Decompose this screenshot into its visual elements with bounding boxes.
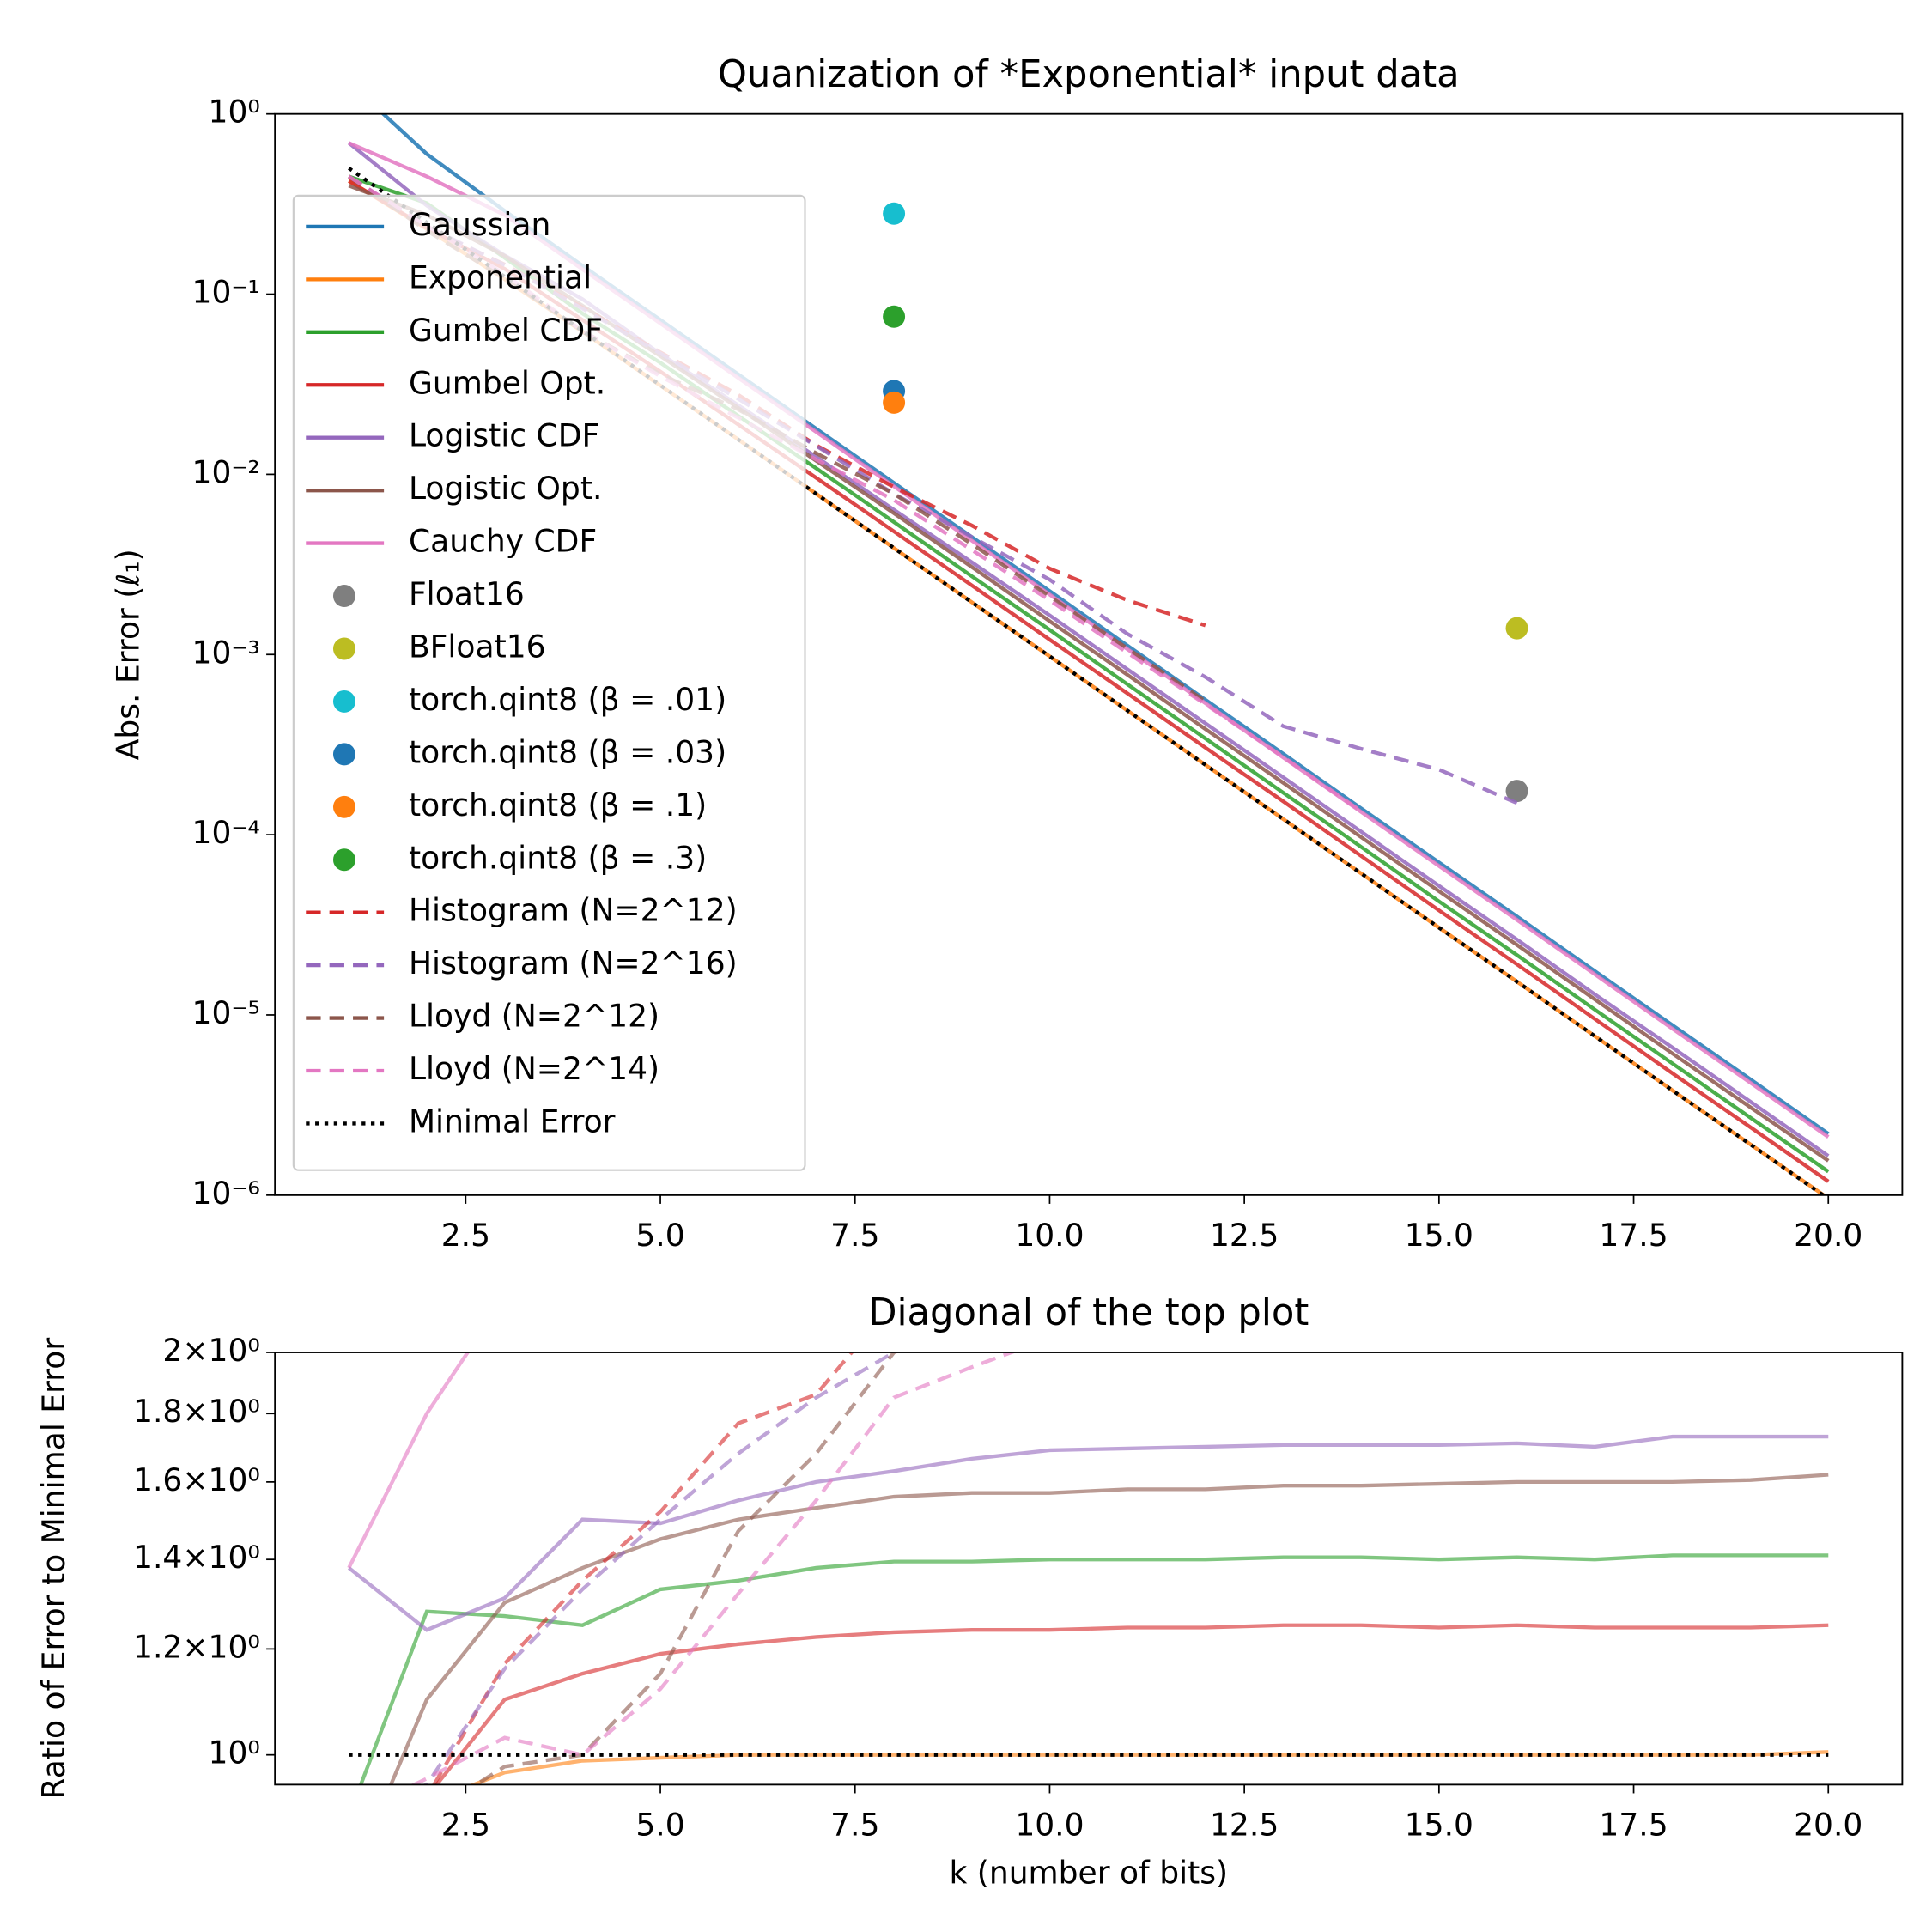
y-tick-label: 1.2×10⁰ — [133, 1629, 260, 1665]
x-tick-label: 10.0 — [1015, 1807, 1084, 1843]
y-tick-label: 10⁻³ — [192, 635, 260, 671]
legend-label: Gumbel CDF — [409, 313, 603, 349]
legend-label: Float16 — [409, 576, 525, 612]
y-tick-label: 1.4×10⁰ — [133, 1540, 260, 1576]
legend-label: Minimal Error — [409, 1103, 616, 1139]
legend-label: Exponential — [409, 259, 592, 295]
legend-frame — [292, 194, 806, 1171]
legend-marker — [332, 743, 355, 766]
legend-marker — [332, 690, 355, 713]
legend-label: Gumbel Opt. — [409, 365, 605, 401]
data-point — [883, 202, 906, 225]
y-tick-label: 10⁻¹ — [192, 275, 260, 311]
data-point — [883, 305, 906, 328]
chart-title: Quanization of *Exponential* input data — [718, 53, 1460, 96]
legend-label: Cauchy CDF — [409, 524, 597, 560]
x-tick-label: 10.0 — [1015, 1218, 1084, 1254]
legend-label: BFloat16 — [409, 629, 546, 665]
legend-label: torch.qint8 (β = .03) — [409, 734, 726, 770]
y-tick-label: 10⁰ — [209, 94, 260, 131]
series-line — [358, 1553, 1829, 1785]
plot: Diagonal of the top plot Ratio of Error t… — [36, 1291, 1904, 1892]
legend-label: torch.qint8 (β = .3) — [409, 840, 707, 876]
x-tick-label: 20.0 — [1794, 1807, 1862, 1843]
y-tick-label: 10⁰ — [209, 1735, 260, 1771]
x-tick-label: 7.5 — [830, 1218, 879, 1254]
plot: Quanization of *Exponential* input data A… — [110, 53, 1904, 1254]
data-point — [1505, 617, 1528, 640]
x-tick-label: 12.5 — [1210, 1218, 1279, 1254]
x-tick-label: 5.0 — [635, 1807, 684, 1843]
chart-title: Diagonal of the top plot — [868, 1291, 1309, 1334]
legend-marker — [332, 637, 355, 660]
x-tick-label: 17.5 — [1599, 1218, 1668, 1254]
legend-label: Lloyd (N=2^14) — [409, 1051, 659, 1087]
y-tick-label: 1.6×10⁰ — [133, 1462, 260, 1498]
legend-marker — [332, 585, 355, 608]
x-axis-label: k (number of bits) — [949, 1856, 1228, 1892]
y-tick-label: 10⁻² — [192, 454, 260, 490]
legend: Gaussian Exponential Gumbel CDF Gumbel Opt.… — [292, 194, 806, 1171]
y-tick-label: 10⁻⁶ — [192, 1176, 260, 1212]
legend-label: Histogram (N=2^16) — [409, 945, 738, 981]
x-tick-label: 15.0 — [1405, 1807, 1473, 1843]
legend-marker — [332, 795, 355, 818]
series-line — [468, 1750, 1829, 1785]
axes-frame — [274, 112, 1904, 1196]
legend-label: Logistic Opt. — [409, 471, 602, 507]
legend-label: torch.qint8 (β = .1) — [409, 787, 707, 823]
x-tick-label: 20.0 — [1794, 1218, 1862, 1254]
series-line — [388, 1473, 1829, 1785]
x-tick-label: 2.5 — [441, 1218, 490, 1254]
legend-label: torch.qint8 (β = .01) — [409, 682, 726, 718]
data-point — [883, 391, 906, 414]
data-point — [1505, 780, 1528, 803]
series-line — [410, 1352, 1017, 1785]
y-axis-label: Ratio of Error to Minimal Error — [36, 1338, 72, 1800]
legend-label: Gaussian — [409, 207, 550, 243]
x-tick-label: 5.0 — [635, 1218, 684, 1254]
x-tick-label: 7.5 — [830, 1807, 879, 1843]
x-tick-label: 2.5 — [441, 1807, 490, 1843]
legend-marker — [332, 848, 355, 872]
y-tick-label: 2×10⁰ — [162, 1333, 259, 1369]
series-line — [347, 1352, 471, 1569]
series-line — [434, 1623, 1829, 1785]
y-tick-label: 1.8×10⁰ — [133, 1394, 260, 1430]
legend-label: Histogram (N=2^12) — [409, 893, 738, 929]
axes-frame — [274, 1352, 1904, 1786]
y-axis-label: Abs. Error (ℓ₁) — [110, 549, 146, 760]
series-line — [347, 1434, 1829, 1632]
x-tick-label: 17.5 — [1599, 1807, 1668, 1843]
y-tick-label: 10⁻⁴ — [192, 815, 260, 851]
x-tick-label: 15.0 — [1405, 1218, 1473, 1254]
plot-area — [347, 1352, 1829, 1785]
x-tick-label: 12.5 — [1210, 1807, 1279, 1843]
legend-label: Lloyd (N=2^12) — [409, 999, 659, 1035]
legend-label: Logistic CDF — [409, 418, 599, 454]
y-tick-label: 10⁻⁵ — [192, 995, 260, 1031]
series-line — [472, 1352, 900, 1785]
